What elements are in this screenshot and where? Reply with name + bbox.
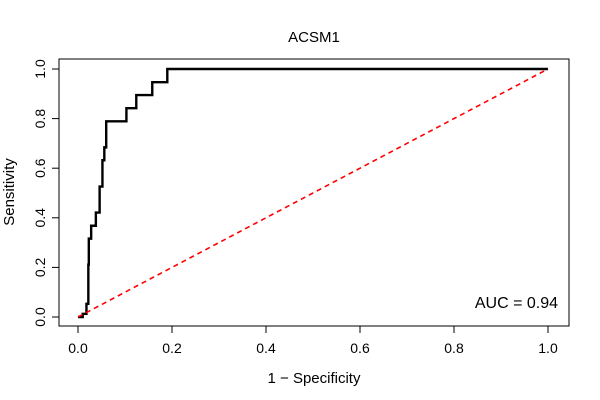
y-tick-label: 0.6 — [32, 158, 48, 178]
plot-frame — [58, 58, 570, 327]
x-axis: 0.0 0.2 0.4 0.6 0.8 1.0 — [68, 326, 558, 356]
y-tick-label: 1.0 — [32, 59, 48, 79]
y-tick-label: 0.4 — [32, 208, 48, 228]
x-tick-label: 0.4 — [256, 340, 276, 356]
y-axis: 0.0 0.2 0.4 0.6 0.8 1.0 — [32, 59, 59, 327]
x-tick-label: 0.6 — [350, 340, 370, 356]
x-tick-label: 0.2 — [162, 340, 182, 356]
y-axis-label: Sensitivity — [1, 158, 18, 226]
roc-curve-line — [78, 67, 548, 319]
y-tick-label: 0.2 — [32, 257, 48, 277]
y-tick-label: 0.8 — [32, 109, 48, 129]
chart-title: ACSM1 — [288, 29, 340, 46]
x-tick-label: 0.0 — [68, 340, 88, 356]
x-tick-label: 1.0 — [538, 340, 558, 356]
x-axis-label: 1 − Specificity — [268, 370, 361, 387]
x-tick-label: 0.8 — [444, 340, 464, 356]
y-tick-label: 0.0 — [32, 307, 48, 327]
plot-area — [77, 67, 549, 319]
auc-annotation: AUC = 0.94 — [475, 295, 558, 312]
reference-diagonal-line — [77, 68, 549, 318]
